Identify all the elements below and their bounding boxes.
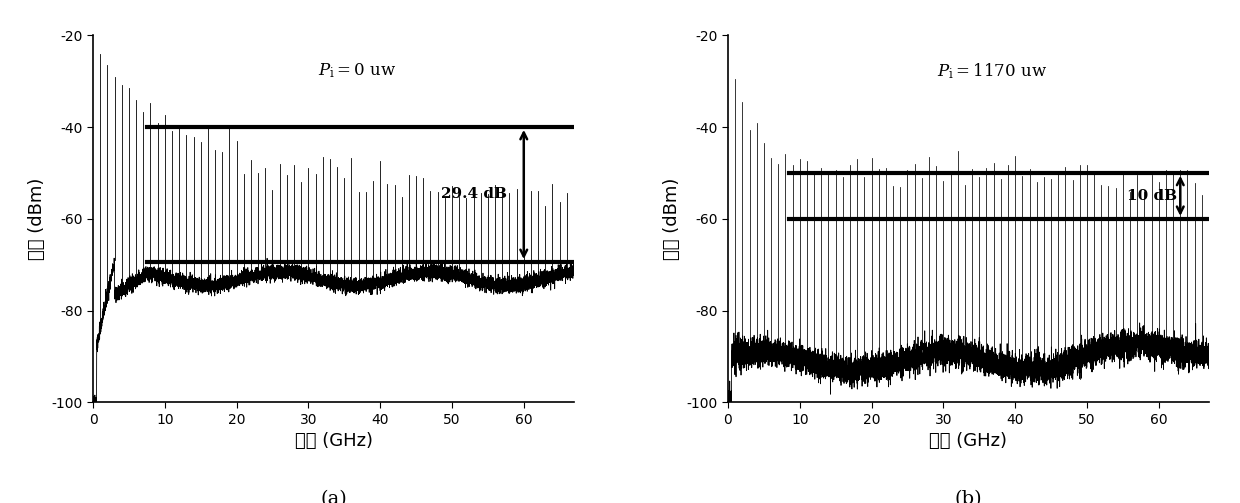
Y-axis label: 功率 (dBm): 功率 (dBm)	[662, 178, 681, 260]
Text: $P_\mathrm{i} = 0$ uw: $P_\mathrm{i} = 0$ uw	[319, 61, 397, 79]
Text: $P_\mathrm{i} = 1170$ uw: $P_\mathrm{i} = 1170$ uw	[937, 61, 1048, 80]
Y-axis label: 功率 (dBm): 功率 (dBm)	[27, 178, 46, 260]
X-axis label: 频率 (GHz): 频率 (GHz)	[295, 433, 372, 450]
Text: 10 dB: 10 dB	[1126, 189, 1177, 203]
Text: (b): (b)	[955, 490, 982, 503]
Text: 29.4 dB: 29.4 dB	[440, 188, 506, 202]
X-axis label: 频率 (GHz): 频率 (GHz)	[930, 433, 1007, 450]
Text: (a): (a)	[320, 490, 347, 503]
